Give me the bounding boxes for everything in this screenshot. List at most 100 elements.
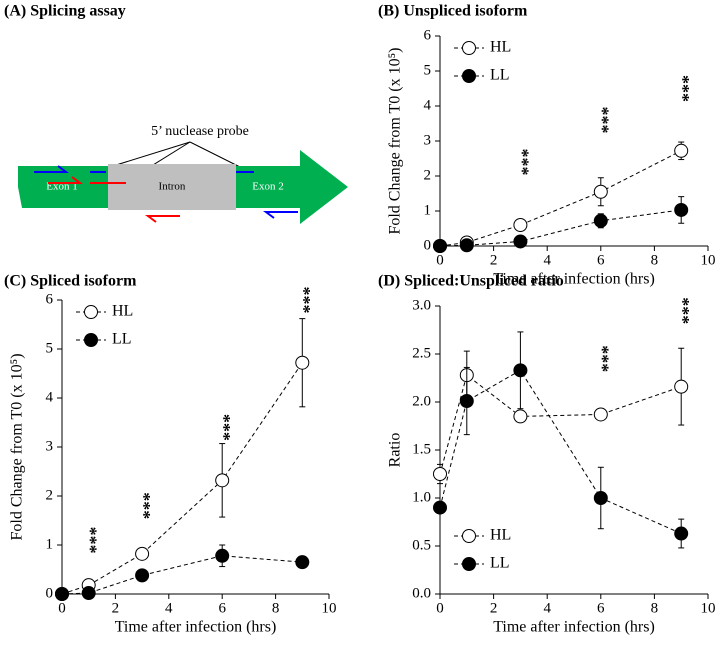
series-line [61,362,303,595]
legend-marker [462,69,476,83]
y-tick-label: 3.0 [412,297,431,313]
series-line [439,209,682,247]
data-point [513,363,528,378]
x-tick-label: 2 [490,252,498,268]
data-point [215,473,230,488]
data-point [433,239,447,253]
x-tick-label: 6 [597,600,605,616]
x-axis-label: Time after infection (hrs) [115,619,277,636]
y-tick-label: 2 [424,167,432,183]
data-point [55,587,69,601]
data-point [593,407,608,422]
legend-marker [462,529,476,543]
y-tick-label: 3 [424,132,432,148]
x-tick-label: 8 [651,600,659,616]
series-line [439,150,682,247]
data-point [459,394,474,409]
y-tick-label: 6 [46,291,54,307]
x-tick-label: 6 [597,252,605,268]
significance-label: *** [673,297,693,324]
series-line [439,369,682,534]
data-point [433,467,447,481]
y-tick-label: 1.5 [412,441,431,457]
x-axis-label: Time after infection (hrs) [493,271,655,288]
significance-label: *** [512,149,532,176]
x-tick-label: 4 [165,600,173,616]
y-tick-label: 1 [46,536,54,552]
chart-title: (B) Unspliced isoform [378,3,528,20]
chart-title: (D) Spliced:Unspliced ratio [378,273,564,290]
legend-marker [84,333,98,347]
probe-label: 5’ nuclease probe [151,124,249,139]
data-point [433,500,447,515]
chart-title: (C) Spliced isoform [4,273,137,290]
legend-label: HL [112,303,133,320]
x-tick-label: 2 [490,600,498,616]
legend-label: LL [490,67,510,84]
x-tick-label: 8 [272,600,280,616]
data-point [295,555,310,570]
legend-label: LL [112,331,132,348]
y-tick-label: 5 [424,62,432,78]
x-tick-label: 0 [58,600,66,616]
x-tick-label: 6 [218,600,226,616]
data-point [459,238,474,253]
x-tick-label: 4 [543,252,551,268]
y-axis-label: Fold Change from T0 (x 10⁵) [387,47,404,234]
y-tick-label: 0.5 [412,537,431,553]
significance-label: *** [81,527,101,554]
exon-2 [236,150,348,224]
x-tick-label: 0 [436,600,444,616]
data-point [674,526,689,541]
series-line [439,374,682,475]
data-point [513,234,528,249]
y-axis-label: Fold Change from T0 (x 10⁵) [9,353,26,540]
significance-label: *** [593,345,613,372]
y-tick-label: 2.0 [412,393,431,409]
x-tick-label: 10 [322,600,337,616]
panel-a: (A) Splicing assay 5’ nuclease probe Exo… [4,3,348,224]
significance-label: *** [673,75,693,102]
significance-label: *** [593,107,613,134]
x-tick-label: 2 [112,600,120,616]
y-tick-label: 0 [424,237,432,253]
data-point [593,491,608,505]
y-tick-label: 2 [46,487,54,503]
x-tick-label: 10 [701,600,716,616]
significance-label: *** [134,492,154,519]
y-tick-label: 0.0 [412,585,431,601]
y-tick-label: 3 [46,438,54,454]
data-point [674,202,689,217]
panel-title: (A) Splicing assay [4,3,126,20]
y-tick-label: 0 [46,585,54,601]
data-point [593,213,608,228]
x-tick-label: 8 [651,252,659,268]
y-tick-label: 2.5 [412,345,431,361]
intron-label: Intron [159,181,186,193]
legend-label: HL [490,39,511,56]
legend-label: HL [490,527,511,544]
x-axis-label: Time after infection (hrs) [493,619,655,636]
data-point [674,379,689,394]
y-tick-label: 1.0 [412,489,431,505]
legend-label: LL [490,555,510,572]
data-point [513,409,528,424]
exon-1 [18,166,108,208]
data-point [295,355,310,370]
data-point [135,546,150,561]
data-point [135,568,150,583]
legend-marker [462,41,476,55]
legend-marker [462,557,476,571]
significance-label: *** [294,287,314,314]
series-line [61,555,303,595]
x-tick-label: 0 [436,252,444,268]
y-tick-label: 5 [46,340,54,356]
y-axis-label: Ratio [387,433,404,468]
exon-2-label: Exon 2 [252,181,283,193]
data-point [593,184,608,199]
y-tick-label: 4 [424,97,432,113]
data-point [215,548,230,563]
y-tick-label: 6 [424,27,432,43]
x-tick-label: 10 [701,252,716,268]
